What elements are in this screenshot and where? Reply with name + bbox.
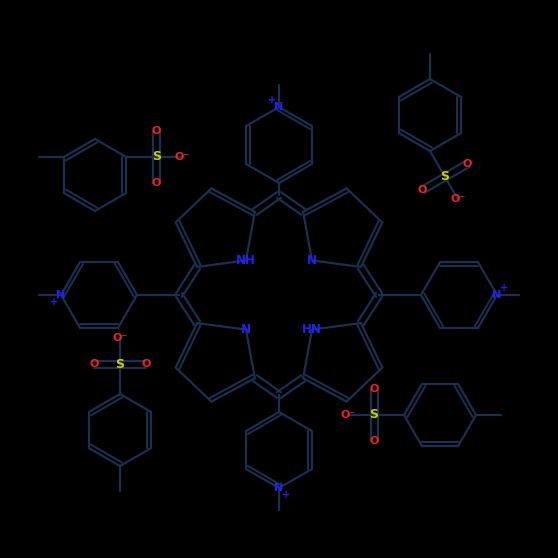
Text: S: S bbox=[116, 358, 124, 371]
Text: +: + bbox=[500, 283, 508, 293]
Text: +: + bbox=[282, 490, 290, 500]
Text: N: N bbox=[56, 290, 66, 300]
Text: O⁻: O⁻ bbox=[175, 152, 190, 162]
Text: O: O bbox=[141, 359, 151, 369]
Text: O⁻: O⁻ bbox=[340, 410, 355, 420]
Text: O⁻: O⁻ bbox=[112, 333, 128, 343]
Text: S: S bbox=[369, 408, 378, 421]
Text: O: O bbox=[418, 185, 427, 195]
Text: N: N bbox=[241, 323, 251, 336]
Text: S: S bbox=[152, 151, 161, 163]
Text: O: O bbox=[463, 159, 472, 169]
Text: +: + bbox=[50, 297, 58, 307]
Text: S: S bbox=[440, 171, 450, 184]
Text: O: O bbox=[369, 384, 379, 394]
Text: NH: NH bbox=[236, 254, 256, 267]
Text: O: O bbox=[369, 436, 379, 446]
Text: O: O bbox=[89, 359, 99, 369]
Text: O⁻: O⁻ bbox=[450, 195, 465, 204]
Text: +: + bbox=[268, 95, 276, 105]
Text: HN: HN bbox=[302, 323, 322, 336]
Text: N: N bbox=[307, 254, 317, 267]
Text: N: N bbox=[492, 290, 502, 300]
Text: N: N bbox=[275, 483, 283, 493]
Text: O: O bbox=[151, 178, 161, 188]
Text: O: O bbox=[151, 126, 161, 136]
Text: N: N bbox=[275, 102, 283, 112]
